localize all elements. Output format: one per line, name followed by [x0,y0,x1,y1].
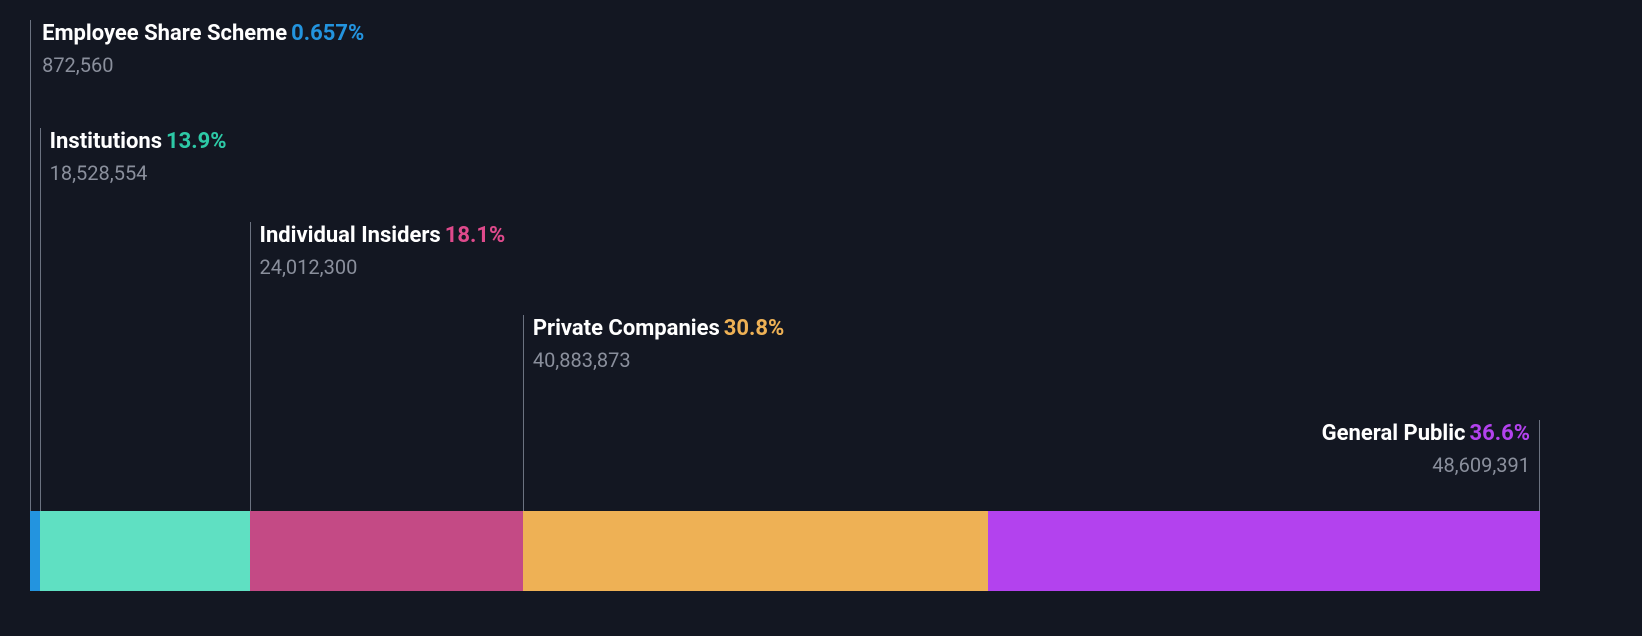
segment-employee-share-scheme [30,511,40,591]
ownership-chart: Employee Share Scheme 0.657% 872,560 Ins… [30,0,1540,636]
label-pct: 18.1% [445,223,506,248]
segment-private-companies [523,511,988,591]
label-value: 24,012,300 [260,255,506,279]
tick-employee-share-scheme [30,20,31,511]
segment-institutions [40,511,250,591]
label-employee-share-scheme: Employee Share Scheme 0.657% 872,560 [42,20,364,77]
label-private-companies: Private Companies 30.8% 40,883,873 [533,315,784,372]
label-title: Institutions [50,129,162,154]
label-title: General Public [1322,421,1466,446]
bar-track [30,511,1540,591]
label-value: 48,609,391 [1322,453,1530,477]
segment-individual-insiders [250,511,523,591]
label-value: 872,560 [42,53,364,77]
label-value: 18,528,554 [50,161,227,185]
tick-institutions [40,128,41,511]
tick-individual-insiders [250,222,251,511]
label-general-public: General Public 36.6% 48,609,391 [1322,420,1540,477]
segment-general-public [988,511,1540,591]
label-pct: 13.9% [166,129,227,154]
label-title: Individual Insiders [260,223,441,248]
label-individual-insiders: Individual Insiders 18.1% 24,012,300 [260,222,506,279]
label-title: Employee Share Scheme [42,21,287,46]
label-pct: 30.8% [724,316,785,341]
label-pct: 0.657% [291,21,364,46]
tick-private-companies [523,315,524,511]
label-value: 40,883,873 [533,348,784,372]
label-pct: 36.6% [1469,421,1530,446]
label-title: Private Companies [533,316,720,341]
label-institutions: Institutions 13.9% 18,528,554 [50,128,227,185]
